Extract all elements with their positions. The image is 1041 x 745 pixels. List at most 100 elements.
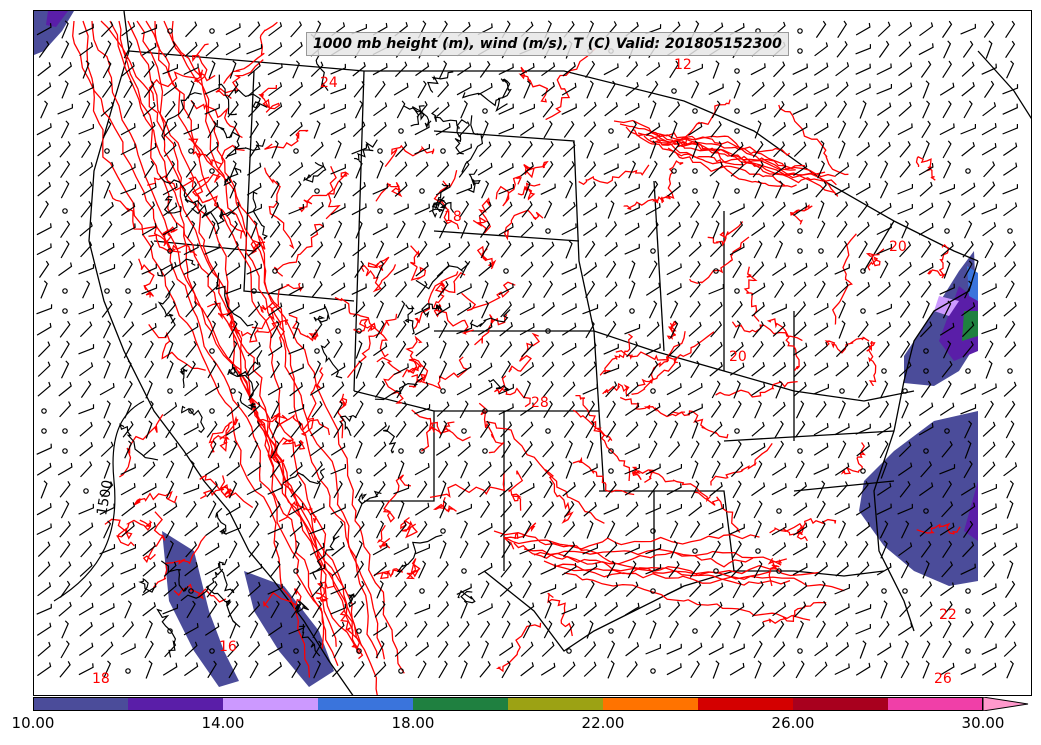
calm-wind-marker [1007,228,1013,234]
wind-barb [691,460,699,479]
wind-barb [36,443,52,455]
colorbar-segment [698,697,793,711]
wind-barb [437,81,450,98]
wind-barb [981,483,998,495]
wind-barb [541,361,555,378]
wind-barb [185,201,198,218]
wind-barb [120,544,136,555]
calm-wind-marker [797,648,803,654]
temperature-contour-line [196,182,246,239]
wind-barb [332,520,344,538]
calm-wind-marker [713,268,719,274]
wind-barb [919,621,933,637]
wind-barb [288,503,304,516]
calm-wind-marker [566,648,572,654]
wind-barb [501,360,512,379]
wind-barb [208,220,216,239]
wind-barb [561,562,577,576]
wind-barb [858,160,868,179]
wind-barb [205,181,219,197]
wind-barb [394,181,408,197]
wind-barb [543,280,554,299]
temperature-contour-line [408,356,469,390]
wind-barb [899,161,911,178]
wind-barb [59,480,71,498]
wind-barb [899,141,911,158]
wind-barb [79,421,93,437]
wind-barb [879,160,889,179]
wind-barb [1003,202,1018,217]
wind-barb [834,462,850,476]
wind-barb [164,41,176,58]
wind-barb [792,342,808,356]
wind-barb [226,262,241,276]
wind-barb [813,463,829,475]
wind-barb [648,420,658,439]
temperature-contour-line [572,456,635,496]
wind-barb [37,561,51,578]
wind-barb [36,23,52,36]
wind-barb [960,663,976,675]
wind-barb [710,400,722,418]
wind-barb [79,362,94,377]
wind-barb [898,542,913,557]
wind-barb [795,400,805,419]
wind-barb [145,380,153,399]
wind-barb [835,621,849,637]
calm-wind-marker [776,508,782,514]
map-panel: 1500 18 20 24 28 26 22 20 16 12 18 1000 … [33,10,1032,696]
wind-barb [647,80,659,98]
wind-barb [247,342,261,357]
temperature-contour-line [148,234,198,257]
wind-barb [563,161,575,178]
calm-wind-marker [902,388,908,394]
wind-barb [78,83,94,96]
wind-barb [582,202,598,216]
temperature-contour-line [263,167,295,250]
wind-barb [373,661,387,678]
wind-barb [775,180,784,199]
wind-barb [225,284,242,295]
temperature-contour-line [374,568,403,580]
wind-barb [666,283,682,296]
calm-wind-marker [293,148,299,154]
calm-wind-marker [62,208,68,214]
wind-barb [521,441,533,458]
wind-barb [37,361,51,377]
temperature-contour-line [743,266,760,322]
calm-wind-marker [923,368,929,374]
wind-barb [375,360,385,379]
wind-barb [330,362,346,376]
wind-barb [562,482,576,497]
wind-barb [37,62,51,77]
wind-barb [82,60,90,79]
wind-barb [269,501,281,518]
wind-barb [939,184,955,195]
wind-barb [792,123,808,136]
wind-barb [142,602,156,617]
wind-barb [898,261,912,277]
wind-barb [940,241,954,257]
wind-barb [141,142,157,156]
wind-barb [772,581,786,597]
wind-barb [900,520,910,539]
wind-barb [309,542,325,556]
wind-barb [838,140,846,159]
wind-barb [624,324,641,335]
wind-barb [922,300,930,319]
temperature-contour-line [631,466,657,481]
wind-barb [333,180,343,199]
wind-barb [939,82,955,96]
wind-barb [331,381,345,398]
wind-barb [375,240,385,259]
wind-barb [604,582,619,597]
wind-barb [36,462,52,476]
wind-barb [729,662,745,676]
height-contour-line [215,272,254,327]
calm-wind-marker [965,168,971,174]
temperature-contour-line [495,622,542,673]
wind-barb [163,581,177,597]
temperature-contour-line [429,472,506,499]
wind-barb [941,360,953,378]
wind-barb [666,504,682,515]
